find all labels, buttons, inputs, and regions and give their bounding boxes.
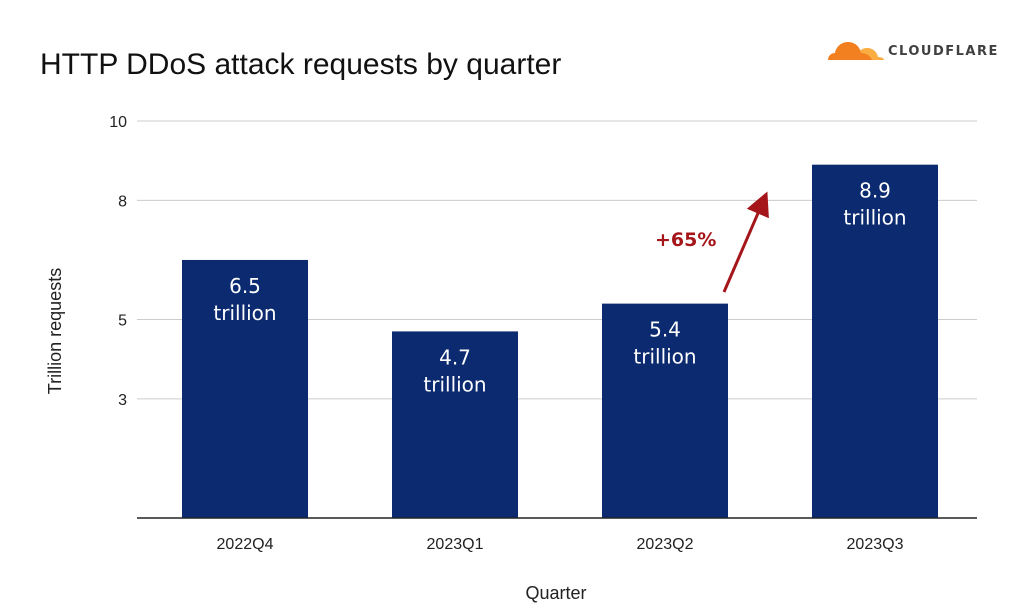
- cloudflare-logo: CLOUDFLARE: [826, 36, 1012, 66]
- axes: 2022Q4 2023Q1 2023Q2 2023Q3: [137, 517, 977, 553]
- bar-value-label: 6.5: [229, 274, 261, 298]
- bar-value-labels: 6.5 trillion 4.7 trillion 5.4 trillion 8.9 tril…: [213, 179, 906, 397]
- y-tick-label: 5: [118, 313, 127, 330]
- bar: [392, 331, 518, 518]
- growth-label: +65%: [655, 229, 716, 251]
- x-tick-label: 2022Q4: [217, 536, 274, 553]
- cloud-icon: [828, 42, 884, 60]
- x-tick-label: 2023Q1: [427, 536, 484, 553]
- bar-value-label: 4.7: [439, 345, 471, 369]
- bar: [602, 303, 728, 518]
- x-tick-label: 2023Q2: [637, 536, 694, 553]
- bar: [812, 164, 938, 519]
- chart-title: HTTP DDoS attack requests by quarter: [40, 48, 562, 81]
- x-axis-title: Quarter: [525, 583, 586, 603]
- bar-value-label: 5.4: [649, 318, 681, 342]
- growth-arrow: [722, 191, 769, 293]
- y-axis-title: Trillion requests: [45, 268, 65, 394]
- y-tick-label: 3: [118, 392, 127, 409]
- logo-wordmark: CLOUDFLARE: [888, 44, 999, 59]
- growth-annotation: +65%: [655, 191, 769, 293]
- bar-value-label: 8.9: [859, 179, 891, 203]
- x-tick-label: 2023Q3: [847, 536, 904, 553]
- bar-unit-label: trillion: [213, 301, 276, 325]
- y-tick-label: 10: [109, 114, 127, 131]
- bar-unit-label: trillion: [633, 345, 696, 369]
- bars: [182, 164, 938, 519]
- y-tick-label: 8: [118, 193, 127, 210]
- bar-unit-label: trillion: [423, 372, 486, 396]
- bar: [182, 259, 308, 518]
- bar-unit-label: trillion: [843, 206, 906, 230]
